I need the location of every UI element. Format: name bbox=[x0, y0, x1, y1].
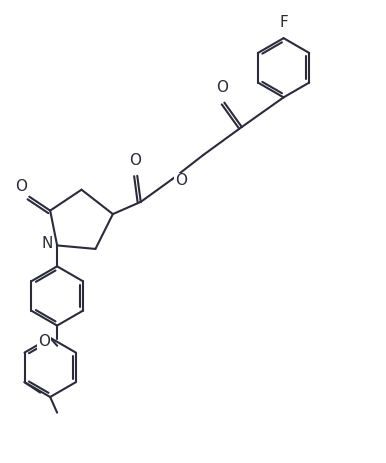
Text: O: O bbox=[15, 179, 27, 194]
Text: O: O bbox=[175, 174, 187, 188]
Text: F: F bbox=[279, 15, 288, 31]
Text: O: O bbox=[130, 153, 142, 168]
Text: O: O bbox=[38, 334, 50, 349]
Text: O: O bbox=[217, 80, 229, 95]
Text: N: N bbox=[42, 236, 53, 251]
